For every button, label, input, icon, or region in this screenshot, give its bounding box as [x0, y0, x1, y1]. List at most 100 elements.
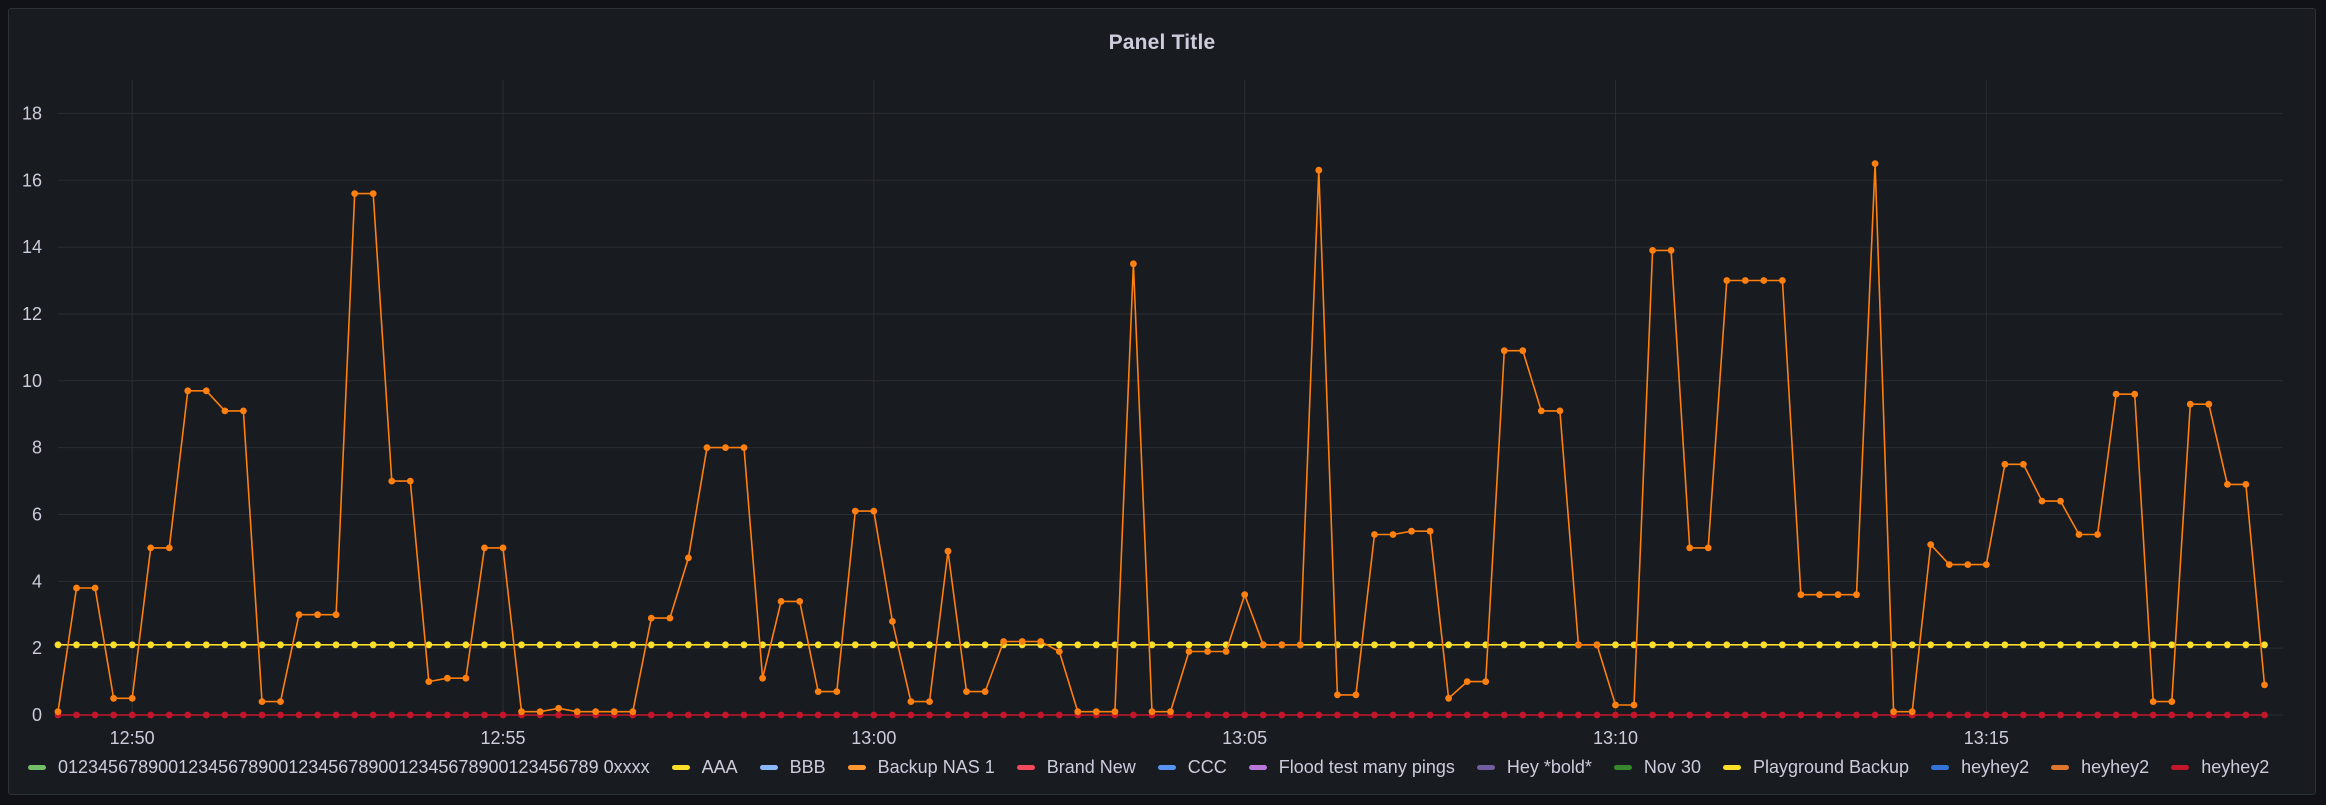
data-point[interactable]: [2020, 711, 2027, 719]
data-point[interactable]: [2186, 641, 2194, 649]
data-point[interactable]: [1537, 641, 1545, 649]
data-point[interactable]: [91, 584, 99, 592]
data-point[interactable]: [202, 641, 210, 649]
data-point[interactable]: [314, 611, 321, 619]
data-point[interactable]: [759, 641, 766, 649]
data-point[interactable]: [1834, 591, 1842, 599]
data-point[interactable]: [2205, 400, 2213, 408]
data-point[interactable]: [944, 711, 952, 719]
data-point[interactable]: [1482, 711, 1490, 719]
data-point[interactable]: [2075, 531, 2083, 538]
data-point[interactable]: [91, 711, 99, 719]
data-point[interactable]: [128, 641, 136, 649]
data-point[interactable]: [1593, 711, 1601, 719]
data-point[interactable]: [1315, 711, 1323, 719]
data-point[interactable]: [1927, 641, 1935, 649]
data-point[interactable]: [1853, 711, 1860, 719]
data-point[interactable]: [2261, 711, 2268, 719]
data-point[interactable]: [2112, 641, 2120, 649]
data-point[interactable]: [202, 387, 210, 395]
data-point[interactable]: [1371, 641, 1378, 649]
data-point[interactable]: [1704, 711, 1712, 719]
data-point[interactable]: [388, 641, 396, 649]
data-point[interactable]: [518, 708, 525, 716]
data-point[interactable]: [1630, 711, 1638, 719]
data-point[interactable]: [1204, 648, 1211, 655]
legend-item[interactable]: heyhey2: [1931, 757, 2029, 778]
data-point[interactable]: [1908, 708, 1916, 716]
data-point[interactable]: [1982, 561, 1990, 568]
data-point[interactable]: [240, 711, 247, 719]
data-point[interactable]: [1148, 708, 1156, 716]
data-point[interactable]: [240, 407, 247, 415]
data-point[interactable]: [814, 711, 822, 719]
panel-title[interactable]: Panel Title: [1108, 31, 1216, 54]
data-point[interactable]: [1945, 641, 1953, 649]
data-point[interactable]: [2020, 641, 2027, 649]
data-point[interactable]: [1964, 641, 1972, 649]
data-point[interactable]: [1185, 711, 1193, 719]
data-point[interactable]: [944, 547, 952, 555]
data-point[interactable]: [833, 711, 841, 719]
legend-item[interactable]: Nov 30: [1613, 757, 1701, 778]
data-point[interactable]: [889, 711, 896, 719]
data-point[interactable]: [1371, 531, 1378, 538]
data-point[interactable]: [258, 711, 266, 719]
data-point[interactable]: [54, 641, 62, 649]
data-point[interactable]: [351, 190, 359, 198]
data-point[interactable]: [666, 614, 674, 622]
data-point[interactable]: [1816, 711, 1823, 719]
legend-item[interactable]: AAA: [671, 757, 738, 778]
data-point[interactable]: [481, 544, 488, 552]
data-point[interactable]: [2149, 698, 2157, 705]
data-point[interactable]: [1426, 711, 1434, 719]
data-point[interactable]: [369, 711, 377, 719]
data-point[interactable]: [2149, 641, 2157, 649]
data-point[interactable]: [1500, 641, 1508, 649]
data-point[interactable]: [240, 641, 247, 649]
data-point[interactable]: [796, 598, 804, 605]
data-point[interactable]: [536, 641, 544, 649]
data-point[interactable]: [73, 584, 80, 592]
data-point[interactable]: [740, 444, 748, 451]
data-point[interactable]: [722, 444, 729, 451]
data-point[interactable]: [1853, 641, 1860, 649]
data-point[interactable]: [536, 708, 544, 716]
data-point[interactable]: [1408, 711, 1415, 719]
legend-item[interactable]: Brand New: [1016, 757, 1136, 778]
data-point[interactable]: [444, 641, 451, 649]
data-point[interactable]: [1686, 641, 1694, 649]
data-point[interactable]: [814, 641, 822, 649]
data-point[interactable]: [295, 711, 303, 719]
data-point[interactable]: [610, 708, 618, 716]
data-point[interactable]: [184, 641, 192, 649]
data-point[interactable]: [1519, 711, 1527, 719]
data-point[interactable]: [314, 711, 321, 719]
data-point[interactable]: [1779, 641, 1786, 649]
data-point[interactable]: [1982, 641, 1990, 649]
data-point[interactable]: [165, 711, 173, 719]
data-point[interactable]: [1723, 641, 1731, 649]
data-point[interactable]: [2001, 641, 2009, 649]
data-point[interactable]: [740, 711, 748, 719]
data-point[interactable]: [1630, 701, 1638, 709]
data-point[interactable]: [1723, 277, 1731, 284]
data-point[interactable]: [499, 641, 507, 649]
data-point[interactable]: [73, 711, 80, 719]
data-point[interactable]: [462, 711, 470, 719]
data-point[interactable]: [685, 641, 692, 649]
data-point[interactable]: [1760, 641, 1768, 649]
data-point[interactable]: [1334, 711, 1341, 719]
data-point[interactable]: [369, 190, 377, 198]
data-point[interactable]: [981, 641, 989, 649]
data-point[interactable]: [2149, 711, 2157, 719]
data-point[interactable]: [1779, 277, 1786, 284]
data-point[interactable]: [814, 688, 822, 695]
data-point[interactable]: [2038, 497, 2046, 505]
data-point[interactable]: [2224, 641, 2231, 649]
data-point[interactable]: [2057, 711, 2064, 719]
data-point[interactable]: [1816, 641, 1823, 649]
data-point[interactable]: [981, 711, 989, 719]
legend-item[interactable]: heyhey2: [2051, 757, 2149, 778]
data-point[interactable]: [1519, 641, 1527, 649]
